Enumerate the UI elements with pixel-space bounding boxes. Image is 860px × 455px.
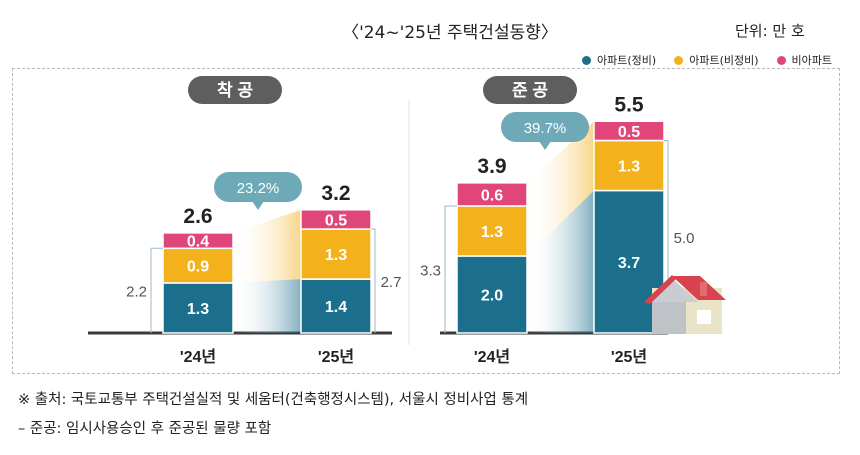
apartment-sum-label: 2.2 xyxy=(126,284,147,301)
category-label: '24년 xyxy=(474,347,510,366)
legend-swatch-apt-nonredev xyxy=(674,55,684,65)
apartment-guide-line xyxy=(371,228,376,333)
growth-wedge-upper xyxy=(527,121,594,256)
total-label: 2.6 xyxy=(183,205,212,228)
growth-bubble xyxy=(501,112,589,142)
segment-value-label: 1.3 xyxy=(325,247,347,264)
apartment-sum-label: 5.0 xyxy=(674,230,695,247)
growth-bubble-tail xyxy=(252,201,264,210)
apartment-sum-label: 3.3 xyxy=(420,262,441,279)
apartment-guide-line xyxy=(444,205,457,333)
section-pill xyxy=(483,76,577,104)
legend-label-apt-nonredev: 아파트(비정비) xyxy=(689,54,759,67)
unit-label: 단위: 만 호 xyxy=(735,22,805,40)
legend-label-non-apt: 비아파트 xyxy=(791,54,832,67)
legend-label-apt-redev: 아파트(정비) xyxy=(597,54,657,67)
apartment-guide-line xyxy=(150,247,163,333)
segment-value-label: 0.5 xyxy=(325,212,347,229)
house-front xyxy=(652,300,686,334)
segment-value-label: 1.3 xyxy=(481,224,503,241)
category-label: '25년 xyxy=(611,347,647,366)
segment-value-label: 0.9 xyxy=(187,259,209,276)
total-label: 3.9 xyxy=(477,155,506,178)
legend-item-apt-nonredev: 아파트(비정비) xyxy=(674,52,759,68)
growth-rate-label: 39.7% xyxy=(524,120,567,137)
house-icon xyxy=(644,275,726,334)
legend-item-non-apt: 비아파트 xyxy=(776,52,832,68)
bar-segment xyxy=(456,182,528,207)
house-chimney xyxy=(700,282,707,296)
footnote-completion: – 준공: 임시사용승인 후 준공된 물량 포함 xyxy=(18,421,272,437)
section-title: 준 공 xyxy=(512,81,548,100)
apartment-sum-label: 2.7 xyxy=(381,274,402,291)
bar-segment xyxy=(456,255,528,334)
category-label: '25년 xyxy=(318,347,354,366)
growth-bubble-tail xyxy=(539,141,551,150)
bar-segment xyxy=(300,209,372,230)
segment-value-label: 1.3 xyxy=(187,301,209,318)
section-title: 착 공 xyxy=(217,81,253,100)
bar-segment xyxy=(456,205,528,257)
growth-rate-label: 23.2% xyxy=(237,180,280,197)
bar-segment xyxy=(593,120,665,142)
legend-swatch-non-apt xyxy=(776,55,786,65)
bar-segment xyxy=(593,139,665,192)
bar-segment xyxy=(162,232,234,250)
segment-value-label: 2.0 xyxy=(481,288,503,305)
segment-value-label: 0.4 xyxy=(187,234,209,251)
segment-value-label: 0.6 xyxy=(481,187,503,204)
growth-bubble xyxy=(214,172,302,202)
house-window xyxy=(697,310,711,324)
growth-wedge-lower xyxy=(233,279,301,333)
chart-title: 〈'24~'25년 주택건설동향〉 xyxy=(342,23,558,43)
footnote-source: ※ 출처: 국토교통부 주택건설실적 및 세움터(건축행정시스템), 서울시 정… xyxy=(18,392,529,408)
house-gable xyxy=(646,278,698,302)
category-label: '24년 xyxy=(180,347,216,366)
legend-swatch-apt-redev xyxy=(582,55,592,65)
house-roof xyxy=(672,276,726,300)
segment-value-label: 3.7 xyxy=(618,255,640,272)
segment-value-label: 1.4 xyxy=(325,299,347,316)
bar-segment xyxy=(300,278,372,334)
segment-value-label: 1.3 xyxy=(618,159,640,176)
total-label: 5.5 xyxy=(614,93,644,116)
segment-value-label: 0.5 xyxy=(618,124,640,141)
house-roof-edge xyxy=(644,275,676,304)
growth-wedge-upper xyxy=(233,209,301,283)
total-label: 3.2 xyxy=(321,182,350,205)
section-pill xyxy=(188,76,282,104)
growth-wedge-lower xyxy=(527,190,594,333)
legend-item-apt-redev: 아파트(정비) xyxy=(582,52,656,68)
legend: 아파트(정비) 아파트(비정비) 비아파트 xyxy=(582,52,832,68)
apartment-guide-line xyxy=(664,140,669,333)
chart-frame xyxy=(12,68,840,374)
